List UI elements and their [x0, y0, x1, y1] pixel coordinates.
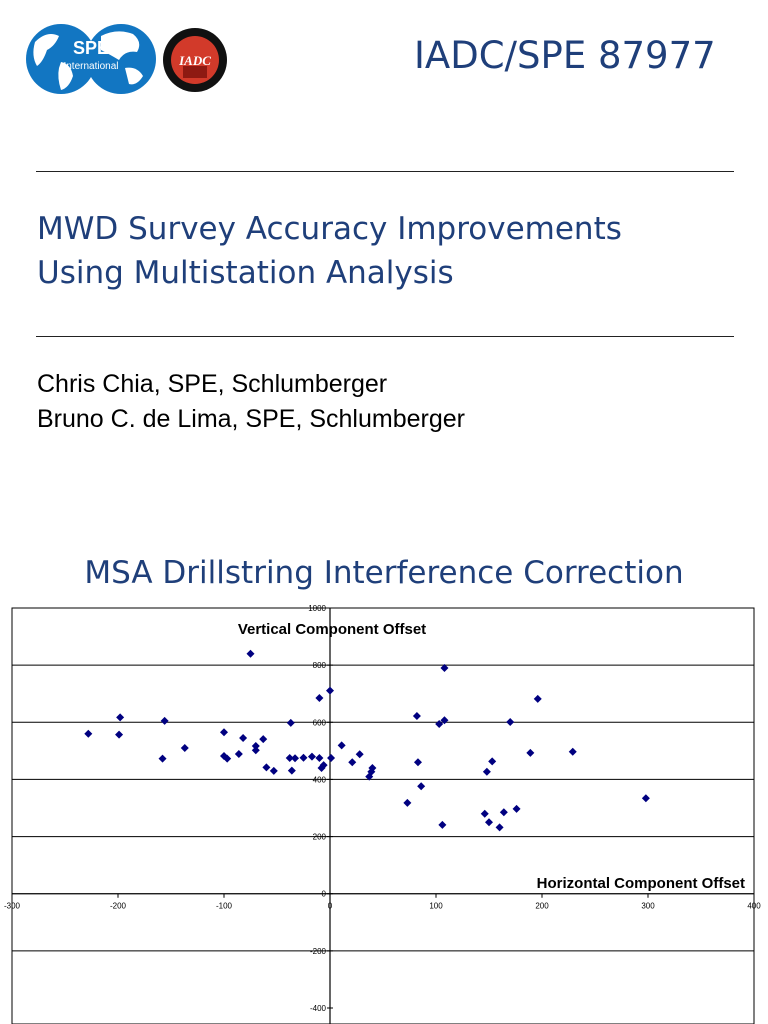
- author-1: Chris Chia, SPE, Schlumberger: [37, 370, 388, 398]
- data-point: [259, 735, 268, 744]
- logos: SPE International IADC: [25, 22, 235, 98]
- data-point: [160, 716, 169, 725]
- x-tick-label: 100: [429, 902, 443, 911]
- iadc-logo-text: IADC: [178, 53, 211, 68]
- data-point: [269, 766, 278, 775]
- x-tick-label: -300: [4, 902, 21, 911]
- data-point: [337, 741, 346, 750]
- data-point: [116, 713, 125, 722]
- section-title: MSA Drillstring Interference Correction: [84, 555, 684, 591]
- data-point: [403, 798, 412, 807]
- data-point: [348, 758, 357, 767]
- data-point: [286, 718, 295, 727]
- data-point: [319, 761, 328, 770]
- data-point: [485, 818, 493, 827]
- data-point: [246, 649, 255, 658]
- data-point: [115, 730, 124, 739]
- x-tick-label: 300: [641, 902, 655, 911]
- data-point: [526, 748, 535, 757]
- y-tick-label: -400: [310, 1004, 327, 1013]
- data-point: [223, 754, 232, 763]
- y-tick-label: 800: [313, 661, 327, 670]
- data-point: [413, 758, 422, 767]
- data-point: [327, 754, 336, 762]
- data-point: [368, 764, 377, 772]
- data-point: [315, 754, 324, 762]
- data-point: [533, 694, 542, 703]
- paper-title-line2: Using Multistation Analysis: [37, 255, 454, 291]
- data-point: [440, 664, 449, 672]
- data-point: [412, 712, 421, 720]
- data-point: [641, 794, 650, 803]
- chart-xlabel: Horizontal Component Offset: [537, 875, 745, 892]
- data-point: [84, 729, 93, 738]
- authors: Chris Chia, SPE, Schlumberger Bruno C. d…: [37, 367, 465, 437]
- data-point: [495, 823, 504, 832]
- data-point: [234, 750, 243, 758]
- scatter-chart: 10008006004002000-200-400-300-200-100010…: [4, 604, 761, 1024]
- y-tick-label: 600: [313, 718, 327, 727]
- data-point: [251, 746, 260, 755]
- iadc-logo: IADC: [163, 28, 227, 92]
- data-point: [480, 809, 489, 818]
- y-tick-label: -200: [310, 947, 327, 956]
- data-point: [251, 742, 260, 750]
- data-point: [326, 686, 334, 695]
- data-point: [417, 782, 426, 791]
- data-point: [287, 766, 296, 775]
- data-point: [158, 754, 167, 763]
- data-point: [506, 718, 515, 726]
- data-point: [440, 716, 449, 725]
- x-tick-label: -200: [110, 902, 127, 911]
- paper-title-line1: MWD Survey Accuracy Improvements: [37, 211, 622, 247]
- data-point: [291, 754, 300, 763]
- chart-title: Vertical Component Offset: [238, 621, 426, 638]
- data-point: [180, 744, 189, 752]
- x-tick-label: 0: [328, 902, 333, 911]
- x-tick-label: 200: [535, 902, 549, 911]
- data-point: [315, 694, 324, 702]
- data-point: [285, 754, 294, 762]
- data-point: [568, 747, 577, 756]
- spe-logo-subtext: International: [63, 61, 118, 72]
- data-point: [499, 808, 508, 817]
- data-point: [482, 767, 491, 776]
- data-point: [435, 720, 444, 728]
- data-point: [262, 763, 271, 772]
- x-tick-label: 400: [747, 902, 761, 911]
- x-tick-label: -100: [216, 902, 233, 911]
- spe-logo: SPE International: [26, 24, 156, 94]
- divider-top: [36, 171, 734, 172]
- paper-code: IADC/SPE 87977: [414, 34, 716, 77]
- data-point: [438, 820, 447, 829]
- spe-logo-text: SPE: [73, 38, 109, 58]
- data-point: [355, 750, 364, 759]
- data-point: [239, 734, 248, 742]
- y-tick-label: 400: [313, 775, 327, 784]
- data-point: [307, 752, 316, 761]
- paper-title: MWD Survey Accuracy Improvements Using M…: [37, 207, 622, 295]
- divider-bottom: [36, 336, 734, 337]
- author-2: Bruno C. de Lima, SPE, Schlumberger: [37, 405, 465, 433]
- y-tick-label: 200: [313, 833, 327, 842]
- y-tick-label: 1000: [308, 604, 326, 613]
- data-point: [488, 757, 497, 766]
- data-point: [220, 728, 228, 737]
- data-point: [299, 753, 308, 762]
- data-point: [512, 804, 521, 813]
